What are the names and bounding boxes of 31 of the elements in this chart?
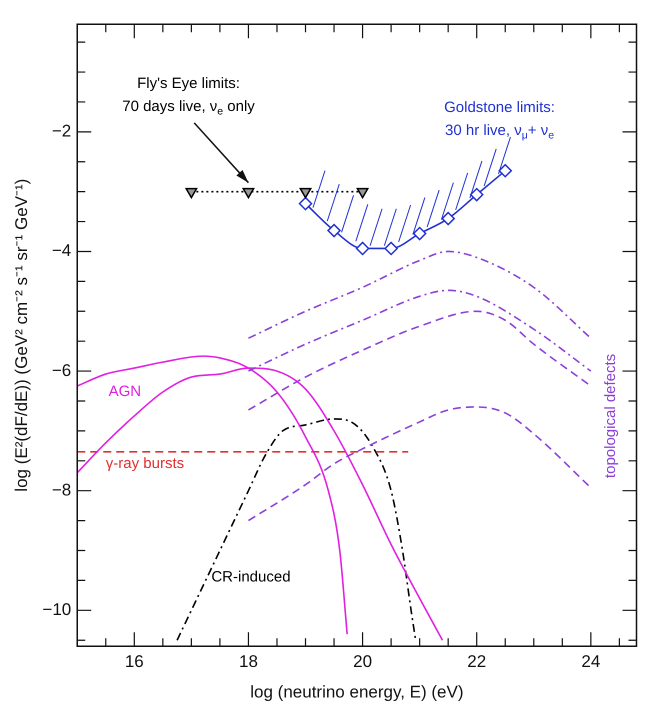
text: topological defects bbox=[602, 354, 619, 478]
point bbox=[298, 196, 312, 210]
y-axis-title: log (E²(dF/dE)) (GeV² cm⁻² s⁻¹ sr⁻¹ GeV⁻¹) bbox=[12, 178, 31, 492]
x-tick-label: 24 bbox=[581, 652, 600, 672]
point bbox=[327, 224, 341, 238]
series-label: CR-induced bbox=[211, 568, 291, 586]
line-series bbox=[248, 250, 592, 339]
point bbox=[185, 188, 198, 198]
point bbox=[412, 226, 426, 240]
x-tick-label: 22 bbox=[467, 652, 486, 672]
y-tick-label: −6 bbox=[52, 360, 72, 380]
line-series bbox=[248, 406, 592, 522]
point bbox=[441, 212, 455, 226]
x-tick-label: 18 bbox=[238, 652, 258, 672]
point bbox=[242, 188, 254, 198]
x-tick-label: 20 bbox=[353, 652, 372, 672]
point bbox=[384, 242, 398, 256]
point bbox=[356, 188, 369, 198]
point bbox=[470, 188, 484, 202]
x-tick-label: 16 bbox=[124, 652, 144, 672]
y-tick-label: −4 bbox=[52, 241, 72, 260]
point bbox=[498, 164, 512, 178]
series-label: γ-ray bursts bbox=[106, 454, 184, 472]
point bbox=[300, 188, 312, 198]
y-tick-label: −2 bbox=[52, 122, 72, 141]
series-label: AGN bbox=[108, 383, 142, 400]
x-axis-title: log (neutrino energy, E) (eV) bbox=[250, 682, 464, 702]
y-tick-label: −10 bbox=[42, 600, 72, 620]
line-series bbox=[248, 290, 592, 372]
point bbox=[356, 242, 370, 256]
y-tick-label: −8 bbox=[52, 480, 72, 500]
